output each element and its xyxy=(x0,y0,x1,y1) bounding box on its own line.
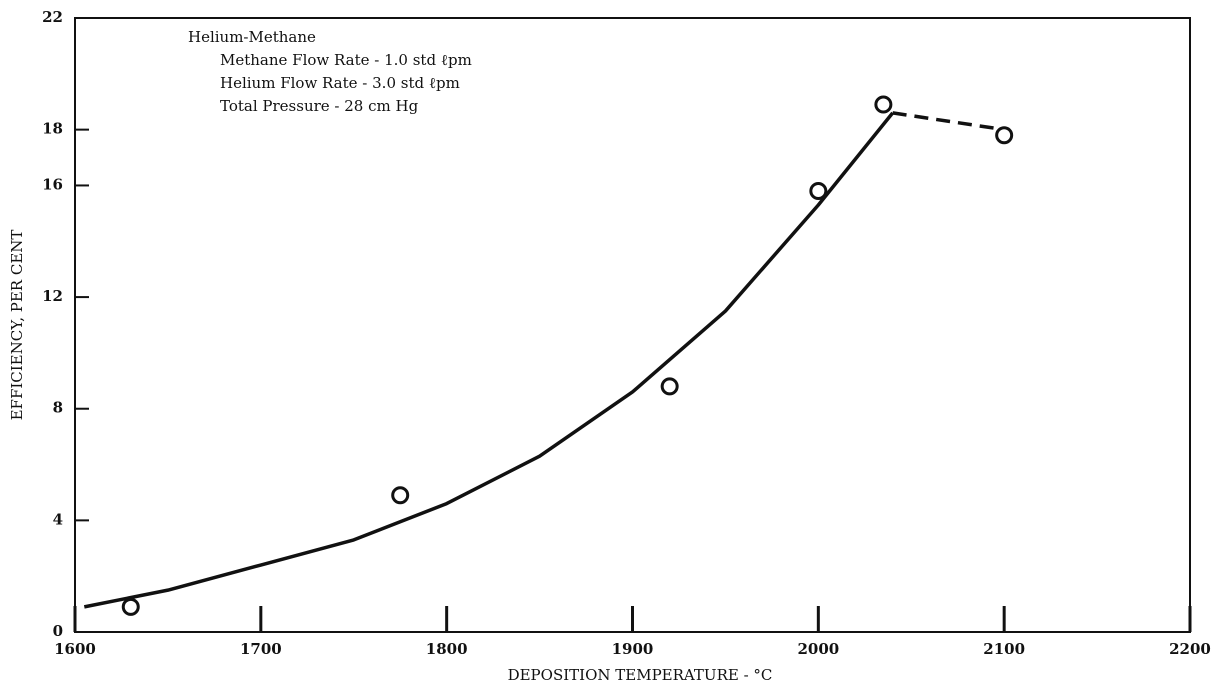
y-tick-label: 12 xyxy=(42,287,63,305)
y-tick-label: 22 xyxy=(42,8,63,26)
annotation: Methane Flow Rate - 1.0 std ℓpm xyxy=(220,51,472,69)
x-tick-label: 1900 xyxy=(612,640,654,658)
data-point xyxy=(660,377,679,396)
data-point xyxy=(995,126,1014,145)
data-point xyxy=(391,486,410,505)
y-axis-label: EFFICIENCY, PER CENT xyxy=(8,230,26,421)
y-tick-label: 4 xyxy=(53,510,63,528)
fit-curve-dashed xyxy=(892,111,1005,132)
fit-curve xyxy=(83,111,895,609)
x-tick-label: 2200 xyxy=(1169,640,1211,658)
x-tick-label: 1700 xyxy=(240,640,282,658)
x-tick-label: 1600 xyxy=(54,640,96,658)
x-tick-label: 2000 xyxy=(797,640,839,658)
y-tick-label: 0 xyxy=(53,622,63,640)
data-point xyxy=(874,95,893,114)
annotation: Helium Flow Rate - 3.0 std ℓpm xyxy=(220,74,460,92)
data-point xyxy=(809,182,828,201)
y-tick-label: 18 xyxy=(42,120,63,138)
annotation: Helium-Methane xyxy=(188,28,316,46)
x-axis-label: DEPOSITION TEMPERATURE - °C xyxy=(508,666,773,684)
y-tick-label: 8 xyxy=(53,399,63,417)
x-tick-label: 2100 xyxy=(983,640,1025,658)
data-point xyxy=(121,597,140,616)
x-tick-label: 1800 xyxy=(426,640,468,658)
annotation: Total Pressure - 28 cm Hg xyxy=(220,97,419,115)
y-tick-label: 16 xyxy=(42,175,63,193)
